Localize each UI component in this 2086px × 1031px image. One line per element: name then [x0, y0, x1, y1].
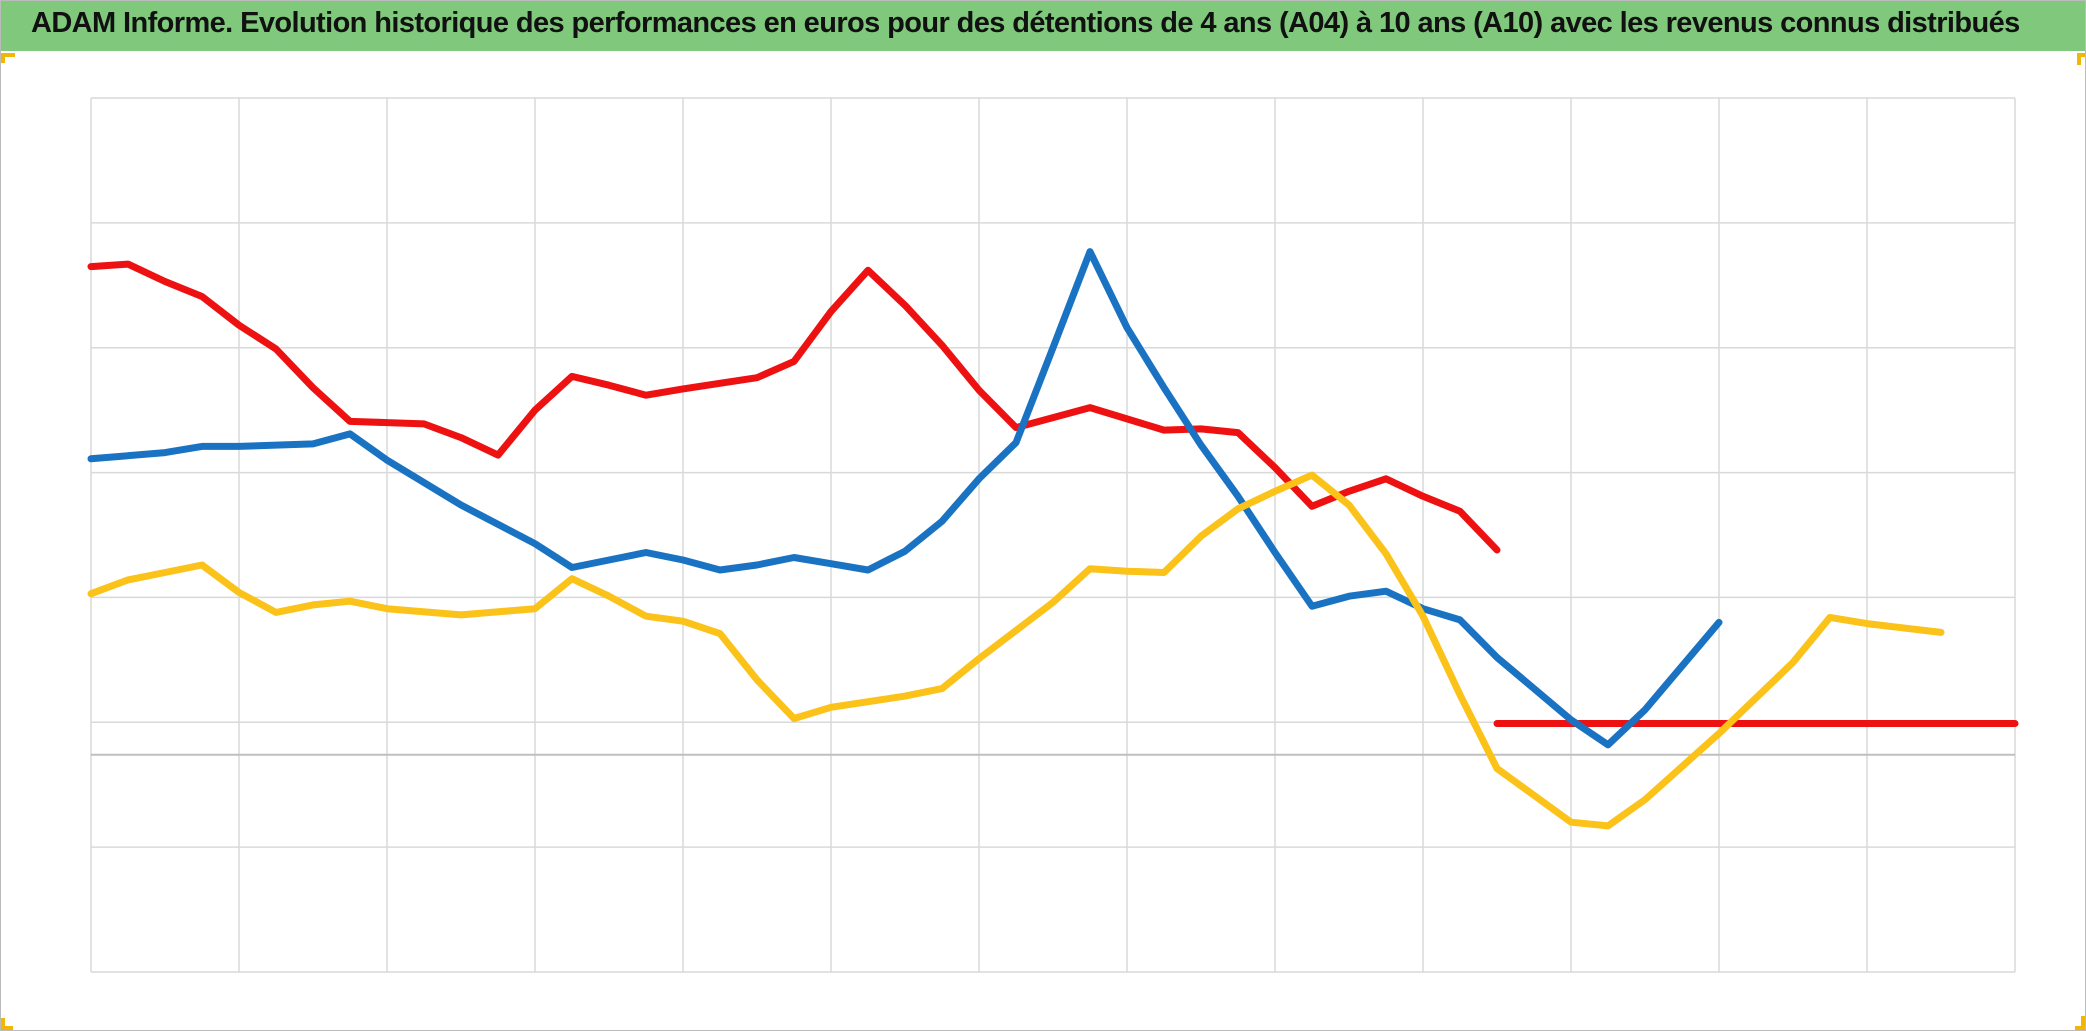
- chart-title: ADAM Informe. Evolution historique des p…: [31, 7, 2020, 39]
- corner-mark: [2077, 53, 2085, 65]
- corner-mark: [1, 53, 15, 63]
- title-bar: ADAM Informe. Evolution historique des p…: [1, 1, 2085, 51]
- line: [87, 248, 1723, 749]
- corner-mark: [1, 1018, 13, 1030]
- line: [87, 471, 1945, 830]
- line: [87, 260, 1501, 554]
- corner-mark: [2075, 1016, 2085, 1030]
